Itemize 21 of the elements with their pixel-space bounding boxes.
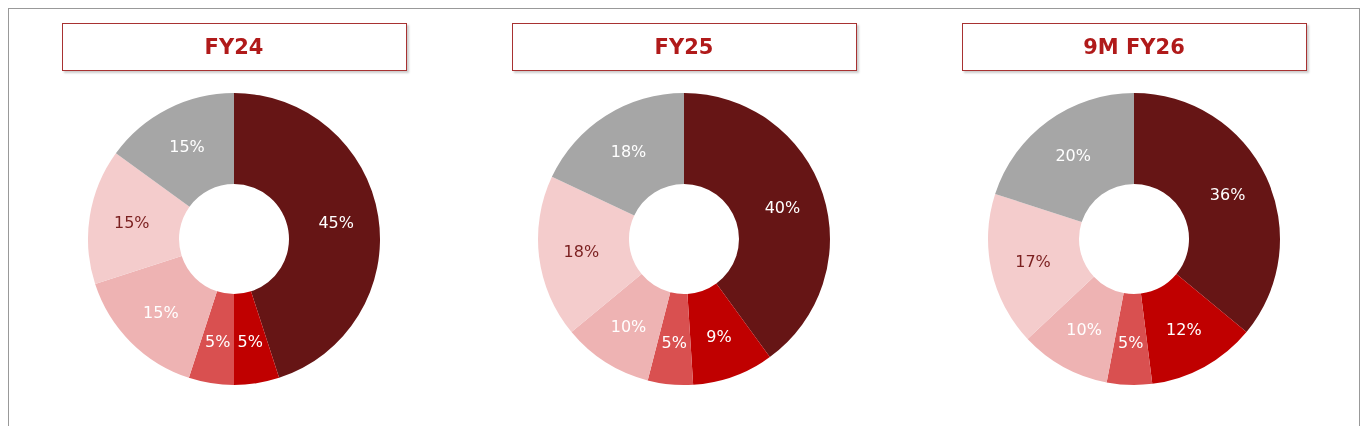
chart-title: FY24 <box>61 23 407 71</box>
data-label: 18% <box>563 242 600 262</box>
chart-title: 9M FY26 <box>961 23 1307 71</box>
chart-title: FY25 <box>511 23 857 71</box>
data-label: 15% <box>113 213 150 233</box>
data-label: 12% <box>1166 320 1202 340</box>
data-label: 15% <box>169 137 205 157</box>
data-label: 40% <box>764 197 801 217</box>
data-label: 9% <box>706 326 732 346</box>
data-label: 5% <box>237 331 263 351</box>
data-label: 17% <box>1015 252 1051 272</box>
data-label: 15% <box>143 302 179 322</box>
data-label: 10% <box>1066 320 1102 340</box>
data-label: 18% <box>610 142 647 162</box>
data-label: 5% <box>661 332 687 352</box>
data-label: 20% <box>1055 145 1091 165</box>
data-label: 45% <box>318 213 355 233</box>
data-label: 5% <box>205 331 231 351</box>
data-label: 10% <box>610 316 647 336</box>
data-label: 36% <box>1209 185 1246 205</box>
data-label: 5% <box>1118 332 1144 352</box>
